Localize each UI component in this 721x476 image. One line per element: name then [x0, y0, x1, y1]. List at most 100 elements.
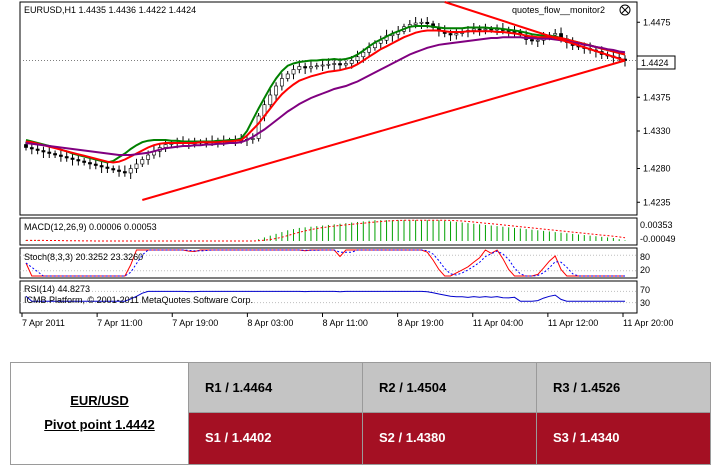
moving-average-line-2 — [25, 29, 626, 164]
candle-body — [47, 151, 52, 154]
macd-pane-frame — [19, 217, 638, 246]
candle-body — [24, 144, 28, 148]
candle-body — [338, 63, 342, 66]
candle-body — [250, 138, 255, 140]
resistance-r1: R1 / 1.4464 — [189, 363, 363, 413]
time-tick-label: 11 Apr 12:00 — [548, 318, 598, 328]
pivot-symbol-cell: EUR/USD Pivot point 1.4442 — [11, 363, 189, 464]
candle-body — [285, 73, 290, 79]
time-tick-label: 7 Apr 2011 — [22, 318, 65, 328]
moving-average-line-3 — [25, 36, 626, 156]
forex-chart: 1.4475 1.4375 1.4330 1.4280 1.4235 7 Apr 2011… — [19, 1, 676, 328]
candle-body — [70, 157, 75, 160]
candle-body — [477, 28, 482, 31]
candle-body — [297, 66, 302, 70]
candle-body — [279, 78, 284, 87]
candle-body — [274, 85, 278, 96]
candle-body — [105, 166, 110, 169]
time-tick-label: 11 Apr 04:00 — [473, 318, 523, 328]
candle-body — [53, 153, 57, 156]
pivot-table: EUR/USD Pivot point 1.4442 R1 / 1.4464 R… — [10, 362, 711, 465]
price-tick-label: 1.4280 — [643, 164, 671, 174]
candle-body — [88, 162, 92, 165]
rsi-pane-frame — [19, 280, 638, 314]
candle-body — [163, 144, 168, 148]
candle-body — [268, 94, 273, 106]
candle-body — [367, 47, 372, 53]
candle-body — [146, 154, 151, 160]
copyright-text: ICMB Platform, © 2001-2011 MetaQuotes So… — [24, 295, 253, 305]
current-price-label: 1.4424 — [641, 58, 669, 68]
candle-body — [355, 56, 360, 61]
candle-body — [349, 60, 354, 64]
stoch-pane-frame — [19, 247, 638, 279]
candle-body — [535, 39, 540, 42]
rsi-axis-30: 30 — [640, 298, 650, 308]
price-tick-label: 1.4235 — [643, 197, 671, 207]
macd-label: MACD(12,26,9) 0.00006 0.00053 — [24, 222, 157, 232]
pivot-point-value: Pivot point 1.4442 — [44, 417, 155, 432]
candle-body — [82, 160, 87, 163]
rsi-axis-70: 70 — [640, 285, 650, 295]
candle-body — [93, 163, 98, 166]
trendline-1 — [142, 59, 626, 201]
stoch-axis-20: 20 — [640, 265, 650, 275]
candle-body — [530, 39, 534, 42]
candle-body — [140, 159, 145, 165]
price-tick-label: 1.4475 — [643, 17, 671, 27]
indicator-name: quotes_flow__monitor2 — [512, 5, 605, 15]
candle-body — [413, 22, 418, 25]
candle-body — [134, 163, 139, 169]
stoch-axis-80: 80 — [640, 252, 650, 262]
trendline-2 — [444, 1, 626, 62]
stoch-label: Stoch(8,3,3) 20.3252 23.3260 — [24, 252, 143, 262]
price-tick-label: 1.4375 — [643, 92, 671, 102]
moving-average-line-1 — [25, 25, 626, 164]
rsi-line — [25, 290, 625, 302]
time-tick-label: 7 Apr 11:00 — [97, 318, 142, 328]
candle-body — [419, 21, 424, 24]
candle-body — [128, 168, 133, 174]
rsi-label: RSI(14) 44.8273 — [24, 284, 90, 294]
candle-body — [99, 165, 104, 168]
close-indicator-icon[interactable] — [619, 4, 631, 16]
candle-body — [303, 66, 308, 69]
candle-body — [314, 65, 319, 68]
candle-body — [343, 63, 348, 66]
time-tick-label: 8 Apr 19:00 — [398, 318, 444, 328]
candle-body — [361, 51, 366, 58]
candle-body — [309, 66, 313, 69]
macd-axis-bottom: -0.00049 — [640, 234, 676, 244]
time-tick-label: 11 Apr 20:00 — [623, 318, 673, 328]
candle-body — [425, 21, 430, 25]
candle-body — [58, 154, 63, 157]
candle-body — [111, 168, 116, 171]
macd-axis-top: 0.00353 — [640, 220, 673, 230]
candle-body — [76, 159, 81, 162]
main-pane-frame — [19, 1, 638, 216]
candle-body — [291, 69, 296, 75]
pivot-symbol: EUR/USD — [70, 393, 129, 408]
candle-body — [29, 147, 34, 150]
candle-body — [64, 156, 69, 159]
time-tick-label: 7 Apr 19:00 — [172, 318, 218, 328]
price-tick-label: 1.4330 — [643, 126, 671, 136]
candle-body — [117, 169, 121, 172]
candle-body — [35, 148, 40, 151]
candle-body — [553, 33, 558, 36]
candle-body — [256, 115, 261, 139]
current-price-tag — [636, 55, 676, 70]
support-s1: S1 / 1.4402 — [189, 413, 363, 464]
candle-body — [332, 63, 337, 65]
time-tick-label: 8 Apr 11:00 — [323, 318, 368, 328]
candle-body — [41, 150, 46, 153]
resistance-r2: R2 / 1.4504 — [363, 363, 537, 413]
stoch-signal-line — [25, 249, 625, 277]
macd-signal-line — [26, 219, 626, 242]
time-tick-label: 8 Apr 03:00 — [247, 318, 293, 328]
candle-body — [483, 28, 488, 31]
resistance-r3: R3 / 1.4526 — [537, 363, 710, 413]
support-s3: S3 / 1.4340 — [537, 413, 710, 464]
candle-body — [320, 64, 325, 67]
candle-body — [122, 171, 127, 174]
